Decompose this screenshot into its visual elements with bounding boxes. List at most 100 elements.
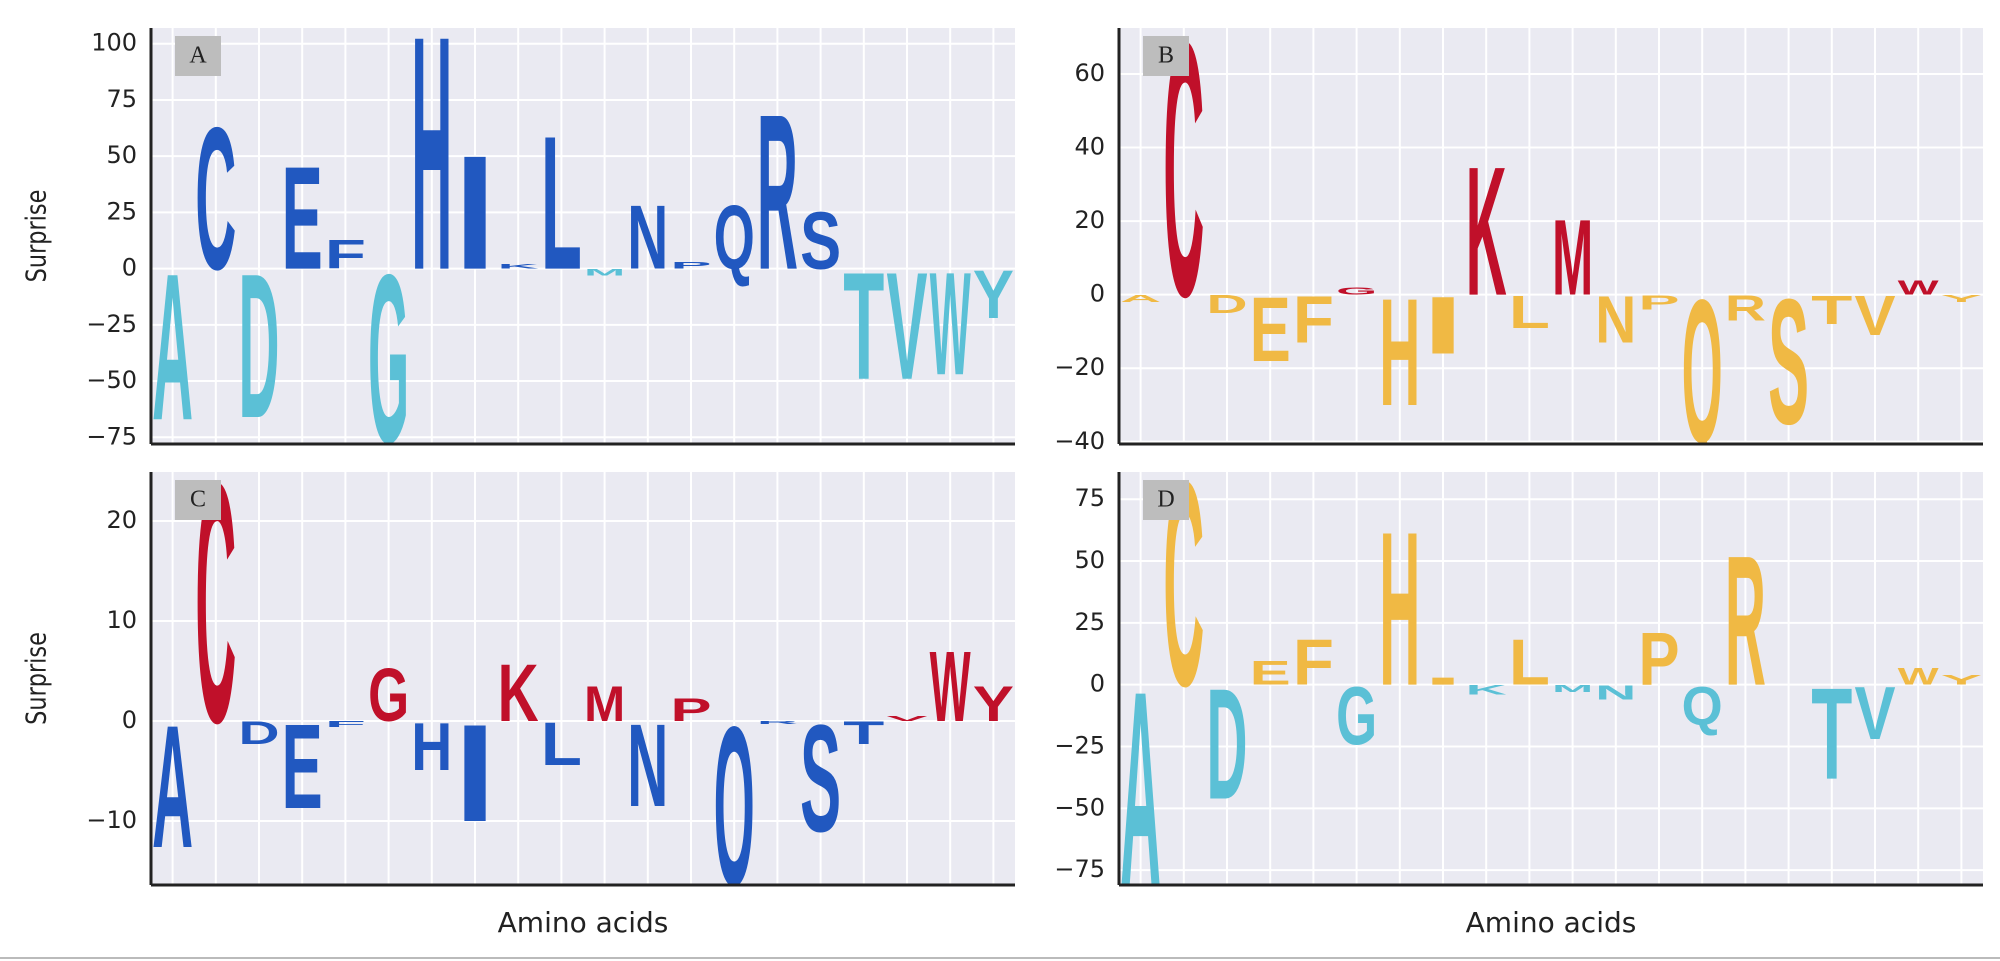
logo-letter: N (627, 187, 668, 289)
logo-letter: S (1768, 261, 1809, 462)
x-axis-label: Amino acids (1466, 906, 1637, 939)
logo-letter: S (800, 195, 841, 286)
logo-letter: H (1379, 268, 1420, 438)
logo-letter: K (1466, 129, 1507, 334)
logo-letter: M (584, 267, 625, 277)
logo-letter: H (411, 709, 452, 785)
logo-letter: P (1638, 618, 1679, 702)
logo-letter: V (1854, 672, 1895, 756)
y-tick-label: 20 (1074, 206, 1105, 234)
logo-letter: R (757, 720, 798, 725)
logo-letter: A (1120, 293, 1161, 304)
logo-letter: F (1293, 626, 1334, 699)
logo-letter: G (368, 225, 409, 493)
y-tick-label: 75 (1074, 484, 1105, 512)
x-axis-label: Amino acids (498, 906, 669, 939)
logo-letter: Y (973, 676, 1014, 732)
logo-letter: W (930, 242, 971, 406)
logo-letter: W (1898, 663, 1940, 690)
logo-letter: W (1898, 276, 1939, 299)
logo-letter: N (1595, 681, 1636, 704)
logo-letter: H (411, 0, 452, 341)
logo-letter: Q (1682, 676, 1723, 737)
logo-letter: P (670, 260, 711, 270)
logo-letter: D (1206, 290, 1247, 319)
logo-letter: L (1509, 626, 1550, 699)
logo-letter: R (1725, 516, 1766, 724)
panel-label: D (1157, 487, 1174, 513)
y-tick-label: −40 (1054, 427, 1105, 455)
logo-letter: I (1422, 676, 1463, 687)
logo-letter: D (238, 716, 279, 751)
panel-label-box (1143, 36, 1189, 76)
logo-letter: L (541, 709, 582, 778)
panel-label-box (175, 480, 221, 520)
logo-letter: L (541, 97, 582, 310)
logo-letter: F (325, 720, 366, 729)
plot-background (151, 28, 1015, 444)
plot-background (1119, 28, 1983, 444)
logo-letter: N (627, 701, 668, 832)
y-tick-label: 40 (1074, 133, 1105, 161)
y-tick-label: −50 (1054, 793, 1105, 821)
y-tick-label: 10 (106, 606, 137, 634)
y-axis-label: Surprise (19, 190, 52, 283)
logo-letter: S (800, 694, 841, 864)
logo-letter: G (1336, 286, 1377, 297)
logo-letter: W (930, 631, 971, 743)
panel-label-box (175, 36, 221, 76)
logo-letter: D (238, 230, 279, 461)
panel-label: C (190, 487, 206, 513)
y-tick-label: 20 (106, 506, 137, 534)
logo-letter: E (1250, 654, 1291, 692)
plot-background (151, 472, 1015, 885)
logo-letter: T (843, 242, 884, 412)
y-tick-label: 0 (122, 706, 137, 734)
logo-letter: E (1250, 279, 1291, 381)
logo-letter: V (886, 242, 927, 412)
logo-letter: F (325, 232, 366, 277)
y-tick-label: −25 (1054, 732, 1105, 760)
y-tick-label: −25 (86, 310, 137, 338)
y-tick-label: 75 (106, 85, 137, 113)
logo-letter: K (498, 263, 539, 270)
plot-background (1119, 472, 1983, 885)
logo-letter: G (368, 654, 409, 738)
logo-letter: M (1552, 199, 1593, 318)
y-tick-label: 50 (106, 141, 137, 169)
logo-letter: T (1811, 662, 1852, 807)
logo-letter: F (1293, 283, 1334, 357)
logo-letter: G (1336, 670, 1377, 763)
logo-letter: T (843, 716, 885, 751)
logo-letter: P (670, 693, 711, 728)
logo-letter: Q (714, 187, 755, 289)
logo-letter: P (1638, 291, 1679, 314)
logo-letter: V (886, 715, 928, 723)
y-tick-label: 0 (1090, 670, 1105, 698)
y-tick-label: 60 (1074, 59, 1105, 87)
logo-letter: A (152, 690, 193, 885)
logo-letter: I (454, 123, 495, 304)
y-tick-label: 0 (1090, 280, 1105, 308)
logo-letter: D (1206, 656, 1247, 833)
logo-letter: Y (1941, 672, 1982, 687)
y-tick-label: −20 (1054, 353, 1105, 381)
panel-label: A (189, 43, 207, 69)
logo-letter: Y (1941, 293, 1982, 304)
logo-letter: Q (714, 679, 755, 934)
logo-letter: L (1509, 287, 1550, 338)
logo-letter: K (498, 647, 539, 738)
panel-label: B (1158, 43, 1174, 69)
y-axis-label: Surprise (19, 632, 52, 725)
logo-letter: K (1466, 682, 1507, 697)
y-tick-label: 100 (91, 29, 137, 57)
logo-letter: I (454, 697, 495, 852)
logo-letter: A (152, 230, 193, 464)
logo-letter: C (195, 86, 236, 312)
logo-letter: R (1725, 288, 1766, 328)
panel-label-box (1143, 480, 1189, 520)
